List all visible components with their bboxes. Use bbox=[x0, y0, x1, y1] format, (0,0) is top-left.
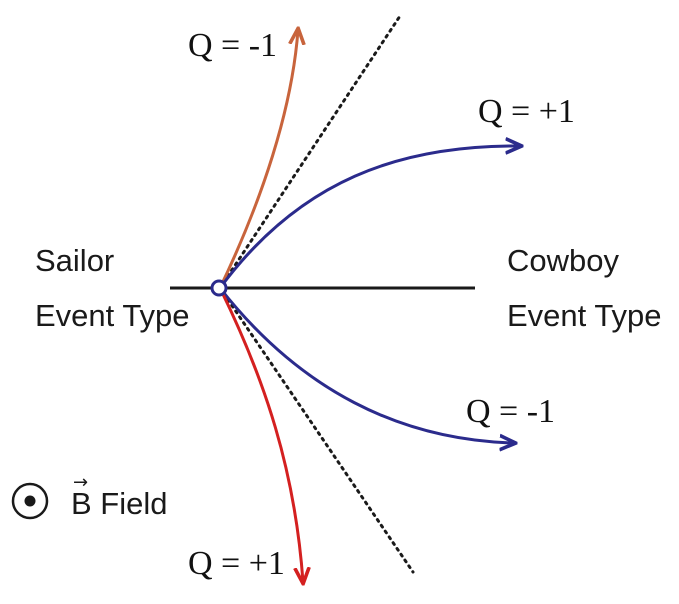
dotted-line-upper bbox=[218, 14, 402, 290]
cowboy-label-line1: Cowboy bbox=[507, 243, 619, 278]
cowboy-label-line2: Event Type bbox=[507, 298, 662, 333]
dotted-line-lower bbox=[218, 286, 415, 574]
sailor-label-line2: Event Type bbox=[35, 298, 190, 333]
b-field-label: B Field bbox=[71, 486, 167, 521]
charge-label-upper-right: Q = +1 bbox=[478, 93, 575, 130]
track-red-bottom bbox=[218, 287, 303, 582]
charge-label-top: Q = -1 bbox=[188, 27, 277, 64]
charge-label-lower-right: Q = -1 bbox=[466, 393, 555, 430]
circled-dot-icon bbox=[11, 482, 49, 520]
track-blue-lower bbox=[218, 287, 514, 443]
charge-label-bottom: Q = +1 bbox=[188, 545, 285, 582]
field-vector-arrow: → bbox=[73, 472, 88, 493]
track-blue-upper bbox=[218, 146, 520, 289]
sailor-label-line1: Sailor bbox=[35, 243, 114, 278]
track-orange-top bbox=[218, 30, 298, 289]
vertex-open-circle-icon bbox=[210, 279, 228, 297]
